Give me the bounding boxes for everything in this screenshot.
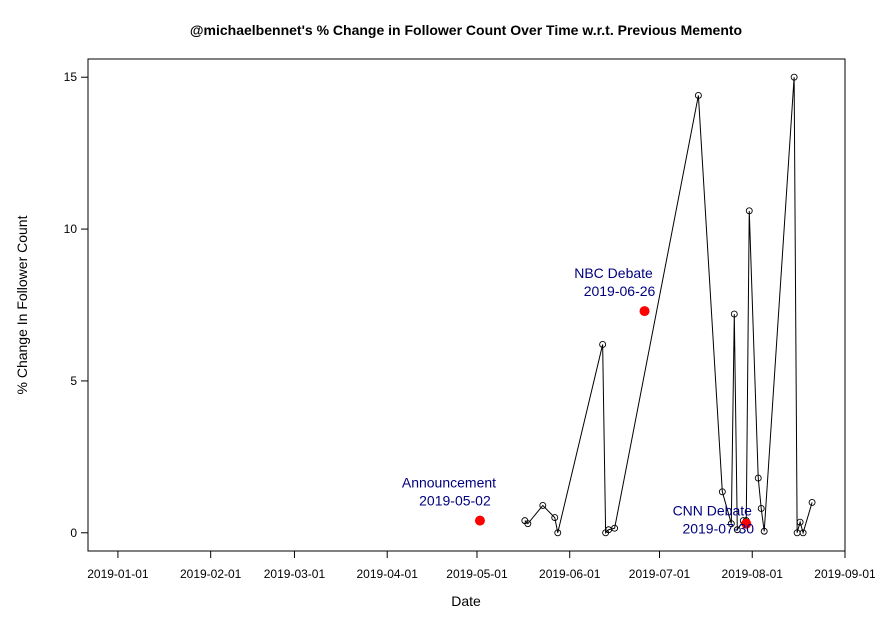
x-tick-label: 2019-02-01: [180, 567, 242, 581]
data-point: [733, 526, 741, 534]
data-point: [727, 520, 735, 528]
event-marker: [741, 518, 752, 529]
event-date: 2019-07-30: [682, 521, 754, 537]
data-point: [808, 498, 816, 506]
event-label: CNN Debate: [673, 503, 753, 519]
x-tick-label: 2019-09-01: [814, 567, 875, 581]
data-point: [760, 527, 768, 535]
event-date: 2019-05-02: [419, 493, 491, 509]
x-tick-label: 2019-01-01: [87, 567, 149, 581]
x-tick-label: 2019-04-01: [357, 567, 419, 581]
data-point: [745, 207, 753, 215]
data-point: [730, 310, 738, 318]
event-label: NBC Debate: [574, 265, 653, 281]
data-point: [551, 514, 559, 522]
series-layer: [521, 73, 816, 537]
x-axis-label: Date: [451, 593, 481, 609]
data-point: [799, 529, 807, 537]
y-tick-label: 5: [70, 374, 77, 388]
data-point: [754, 474, 762, 482]
series-line: [524, 77, 813, 535]
y-tick-label: 0: [70, 526, 77, 540]
event-marker: [474, 515, 485, 526]
chart-title: @michaelbennet's % Change in Follower Co…: [190, 22, 742, 38]
x-axis: 2019-01-01 2019-02-01 2019-03-01 2019-04-01…: [87, 550, 875, 581]
y-axis-label: % Change In Follower Count: [14, 215, 30, 394]
data-point: [554, 529, 562, 537]
event-date: 2019-06-26: [584, 283, 656, 299]
x-tick-label: 2019-05-01: [446, 567, 508, 581]
data-point: [611, 524, 619, 532]
data-point: [694, 91, 702, 99]
data-point: [790, 73, 798, 81]
x-tick-label: 2019-07-01: [629, 567, 691, 581]
data-point: [539, 501, 547, 509]
event-marker: [639, 306, 650, 317]
x-tick-label: 2019-08-01: [722, 567, 784, 581]
y-tick-label: 15: [64, 70, 78, 84]
y-tick-label: 10: [64, 222, 78, 236]
event-label: Announcement: [402, 475, 496, 491]
events-layer: Announcement 2019-05-02 NBC Debate 2019-06-…: [402, 265, 754, 537]
data-point: [524, 520, 532, 528]
data-point: [757, 505, 765, 512]
x-tick-label: 2019-03-01: [264, 567, 326, 581]
x-tick-label: 2019-06-01: [539, 567, 601, 581]
y-axis: 0 5 10 15: [64, 70, 89, 540]
data-point: [718, 488, 726, 496]
data-point: [599, 341, 607, 348]
data-point: [796, 518, 804, 526]
